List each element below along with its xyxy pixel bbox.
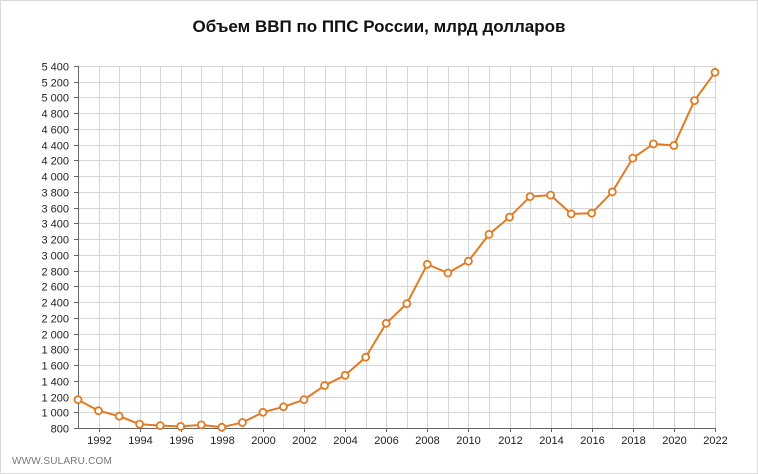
x-tick-label: 2012 — [498, 435, 522, 447]
y-tick-label: 3 200 — [41, 235, 69, 247]
data-point[interactable] — [114, 411, 124, 421]
y-tick-label: 2 800 — [41, 267, 69, 279]
y-tick-label: 2 400 — [41, 298, 69, 310]
x-tick-label: 2002 — [292, 435, 316, 447]
y-tick-label: 4 200 — [41, 156, 69, 168]
data-point[interactable] — [546, 190, 555, 200]
x-tick-label: 1998 — [210, 435, 234, 447]
data-point[interactable] — [422, 259, 432, 269]
y-tick-label: 4 600 — [41, 125, 69, 137]
y-tick-label: 3 400 — [41, 219, 69, 231]
data-point[interactable] — [463, 256, 473, 266]
x-tick-label: 2018 — [621, 435, 645, 447]
data-point[interactable] — [217, 422, 227, 432]
data-point[interactable] — [279, 402, 288, 412]
x-tick-label: 2006 — [374, 435, 398, 447]
watermark: WWW.SULARU.COM — [12, 456, 113, 467]
y-tick-label: 2 000 — [41, 330, 69, 342]
data-point[interactable] — [94, 406, 103, 416]
y-tick-label: 5 400 — [41, 62, 69, 74]
data-point[interactable] — [690, 96, 699, 105]
data-point[interactable] — [710, 67, 720, 77]
series — [73, 67, 720, 432]
data-point[interactable] — [361, 352, 371, 362]
y-tick-label: 800 — [51, 424, 69, 436]
data-point[interactable] — [340, 370, 350, 380]
data-point[interactable] — [587, 208, 597, 218]
data-point[interactable] — [155, 421, 165, 431]
data-point[interactable] — [299, 395, 309, 405]
data-point[interactable] — [649, 139, 658, 149]
x-tick-label: 2004 — [333, 435, 357, 447]
y-tick-label: 1 400 — [41, 377, 69, 389]
x-tick-label: 1992 — [87, 435, 111, 447]
y-tick-label: 4 800 — [41, 109, 69, 121]
data-point[interactable] — [237, 418, 247, 427]
x-tick-label: 2020 — [662, 435, 686, 447]
data-point[interactable] — [320, 381, 330, 390]
x-tick-label: 2016 — [580, 435, 604, 447]
data-point[interactable] — [381, 318, 391, 328]
data-point[interactable] — [628, 153, 638, 163]
y-tick-label: 1 200 — [41, 393, 69, 405]
y-tick-label: 4 000 — [41, 172, 69, 184]
x-tick-label: 2008 — [415, 435, 439, 447]
y-tick-label: 3 600 — [41, 204, 69, 216]
data-point[interactable] — [505, 212, 514, 222]
x-tick-label: 2014 — [539, 435, 563, 447]
data-point[interactable] — [73, 395, 83, 405]
y-tick-label: 1 800 — [41, 345, 69, 357]
x-tick-label: 2010 — [456, 435, 480, 447]
data-point[interactable] — [566, 209, 576, 219]
y-tick-label: 2 200 — [41, 314, 69, 326]
data-point[interactable] — [525, 192, 535, 202]
x-tick-label: 2000 — [251, 435, 275, 447]
data-point[interactable] — [443, 268, 453, 278]
y-axis-ticks: 800 1 000 1 200 1 400 1 600 1 800 2 000 2 200 2 … — [41, 62, 78, 436]
x-axis-ticks: 1992 1994 1996 1998 2000 2002 2004 2006 2008 2010… — [87, 428, 728, 447]
plot-area — [78, 66, 715, 428]
data-point[interactable] — [607, 187, 617, 197]
y-tick-label: 1 600 — [41, 361, 69, 373]
grid-lines — [78, 66, 716, 429]
y-tick-label: 5 200 — [41, 78, 69, 90]
data-point[interactable] — [258, 407, 268, 417]
x-tick-label: 1996 — [169, 435, 193, 447]
data-point[interactable] — [669, 141, 679, 150]
data-point[interactable] — [176, 421, 186, 431]
x-tick-label: 2022 — [703, 435, 727, 447]
x-tick-label: 1994 — [128, 435, 152, 447]
data-point[interactable] — [402, 299, 412, 309]
y-tick-label: 3 000 — [41, 251, 69, 263]
y-tick-label: 3 800 — [41, 188, 69, 200]
data-point[interactable] — [135, 419, 145, 429]
data-point[interactable] — [484, 229, 494, 239]
y-tick-label: 5 000 — [41, 93, 69, 105]
y-tick-label: 2 600 — [41, 282, 69, 294]
chart-title: Объем ВВП по ППС России, млрд долларов — [192, 17, 566, 36]
data-point[interactable] — [196, 420, 206, 430]
y-tick-label: 1 000 — [41, 408, 69, 420]
y-tick-label: 4 400 — [41, 141, 69, 153]
